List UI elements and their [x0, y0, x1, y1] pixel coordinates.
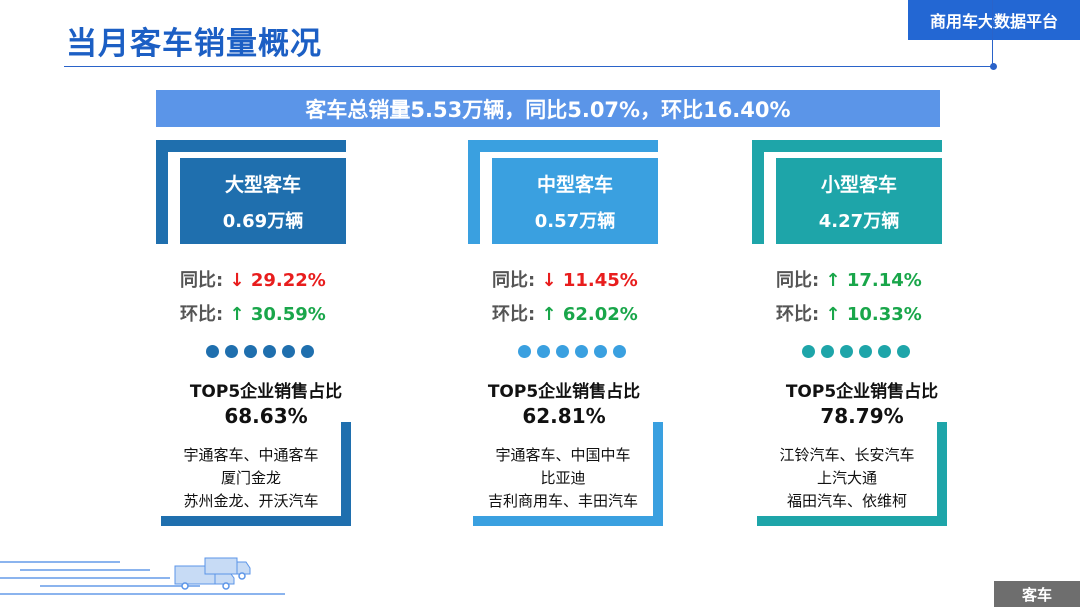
company-bracket: 宇通客车、中通客车 厦门金龙 苏州金龙、开沃汽车 — [161, 422, 351, 526]
card-bracket — [156, 140, 346, 244]
list-item: 苏州金龙、开沃汽车 — [183, 492, 319, 510]
yoy-label: 同比: — [180, 270, 224, 291]
down-arrow-icon: ↓ — [541, 270, 557, 291]
dot-separator — [802, 345, 910, 358]
mom-stat: 环比: ↑ 62.02% — [492, 300, 638, 326]
column-small-bus: 小型客车 4.27万辆 同比: ↑ 17.14% 环比: ↑ 10.33% TO… — [752, 140, 952, 540]
company-bracket: 宇通客车、中国中车 比亚迪 吉利商用车、丰田汽车 — [473, 422, 663, 526]
mom-stat: 环比: ↑ 30.59% — [180, 300, 326, 326]
title-rule-tick — [992, 0, 993, 66]
yoy-value: 17.14% — [846, 270, 922, 291]
title-divider — [64, 66, 992, 67]
top5-label: TOP5企业销售占比 — [487, 382, 641, 402]
list-item: 吉利商用车、丰田汽车 — [487, 492, 638, 510]
title-rule-dot — [990, 63, 997, 70]
top5-label: TOP5企业销售占比 — [189, 382, 343, 402]
mom-value: 30.59% — [250, 304, 326, 325]
down-arrow-icon: ↓ — [229, 270, 245, 291]
dot-separator — [206, 345, 314, 358]
yoy-stat: 同比: ↓ 29.22% — [180, 266, 326, 292]
list-item: 宇通客车、中通客车 — [183, 446, 319, 464]
dot-separator — [518, 345, 626, 358]
top5-label: TOP5企业销售占比 — [785, 382, 939, 402]
top5-share: 68.63% — [224, 404, 308, 428]
category-card: 中型客车 0.57万辆 — [492, 158, 658, 244]
top5-block: TOP5企业销售占比 78.79% — [752, 377, 972, 428]
brand-badge: 商用车大数据平台 — [908, 0, 1080, 40]
yoy-stat: 同比: ↓ 11.45% — [492, 266, 638, 292]
category-volume: 0.69万辆 — [222, 210, 304, 232]
card-bracket — [468, 140, 658, 244]
column-large-bus: 大型客车 0.69万辆 同比: ↓ 29.22% 环比: ↑ 30.59% TO… — [156, 140, 356, 540]
category-name: 小型客车 — [820, 173, 897, 196]
category-name: 大型客车 — [224, 173, 301, 196]
summary-banner: 客车总销量5.53万辆，同比5.07%，环比16.40% — [156, 90, 940, 127]
category-name: 中型客车 — [536, 173, 613, 196]
card-bracket — [752, 140, 942, 244]
category-card: 大型客车 0.69万辆 — [180, 158, 346, 244]
footer-tag: 客车 — [994, 581, 1080, 607]
truck-decoration-icon — [0, 557, 285, 595]
up-arrow-icon: ↑ — [825, 270, 841, 291]
list-item: 厦门金龙 — [220, 469, 281, 487]
yoy-value: 11.45% — [562, 270, 638, 291]
company-list: 江铃汽车、长安汽车 上汽大通 福田汽车、依维柯 — [757, 444, 937, 513]
yoy-label: 同比: — [776, 270, 820, 291]
top5-share: 78.79% — [820, 404, 904, 428]
yoy-value: 29.22% — [250, 270, 326, 291]
mom-label: 环比: — [180, 304, 224, 325]
yoy-label: 同比: — [492, 270, 536, 291]
mom-value: 62.02% — [562, 304, 638, 325]
column-medium-bus: 中型客车 0.57万辆 同比: ↓ 11.45% 环比: ↑ 62.02% TO… — [468, 140, 668, 540]
mom-label: 环比: — [492, 304, 536, 325]
category-card: 小型客车 4.27万辆 — [776, 158, 942, 244]
list-item: 福田汽车、依维柯 — [786, 492, 907, 510]
list-item: 江铃汽车、长安汽车 — [779, 446, 915, 464]
up-arrow-icon: ↑ — [825, 304, 841, 325]
company-list: 宇通客车、中国中车 比亚迪 吉利商用车、丰田汽车 — [473, 444, 653, 513]
category-volume: 4.27万辆 — [818, 210, 900, 232]
mom-value: 10.33% — [846, 304, 922, 325]
list-item: 上汽大通 — [816, 469, 877, 487]
category-volume: 0.57万辆 — [534, 210, 616, 232]
yoy-stat: 同比: ↑ 17.14% — [776, 266, 922, 292]
company-list: 宇通客车、中通客车 厦门金龙 苏州金龙、开沃汽车 — [161, 444, 341, 513]
list-item: 比亚迪 — [540, 469, 586, 487]
top5-block: TOP5企业销售占比 62.81% — [454, 377, 674, 428]
top5-block: TOP5企业销售占比 68.63% — [156, 377, 376, 428]
up-arrow-icon: ↑ — [229, 304, 245, 325]
list-item: 宇通客车、中国中车 — [495, 446, 631, 464]
company-bracket: 江铃汽车、长安汽车 上汽大通 福田汽车、依维柯 — [757, 422, 947, 526]
mom-label: 环比: — [776, 304, 820, 325]
top5-share: 62.81% — [522, 404, 606, 428]
mom-stat: 环比: ↑ 10.33% — [776, 300, 922, 326]
up-arrow-icon: ↑ — [541, 304, 557, 325]
page-title: 当月客车销量概况 — [66, 26, 322, 62]
